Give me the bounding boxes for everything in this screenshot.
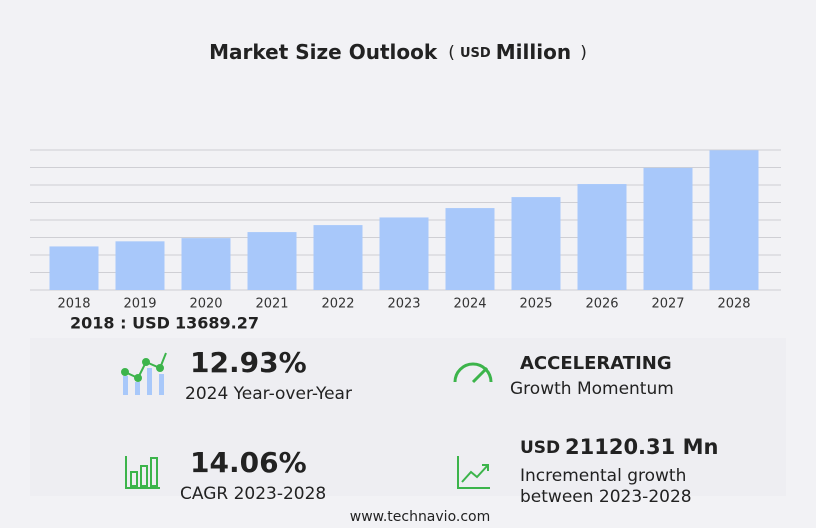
gauge-icon bbox=[453, 362, 493, 384]
yoy-value: 12.93% bbox=[190, 346, 307, 379]
bar bbox=[709, 150, 759, 290]
momentum-label: Growth Momentum bbox=[510, 379, 674, 399]
bar bbox=[379, 217, 429, 290]
x-tick-label: 2021 bbox=[255, 297, 288, 312]
title-unit-name: Million bbox=[496, 40, 571, 64]
x-tick-label: 2022 bbox=[321, 297, 354, 312]
bar bbox=[313, 225, 363, 290]
bar bbox=[115, 241, 165, 290]
title-paren: ( bbox=[448, 43, 455, 63]
x-tick-label: 2027 bbox=[651, 297, 684, 312]
x-tick-label: 2018 bbox=[57, 297, 90, 312]
incremental-label: between 2023-2028 bbox=[520, 487, 692, 507]
cagr-value: 14.06% bbox=[190, 446, 307, 479]
bar bbox=[643, 167, 693, 290]
incremental-icon bbox=[457, 456, 490, 489]
growth-icon bbox=[121, 352, 167, 395]
incremental-value: 21120.31 Mn bbox=[565, 435, 718, 459]
x-tick-label: 2023 bbox=[387, 297, 420, 312]
cagr-label: CAGR 2023-2028 bbox=[180, 484, 326, 504]
x-tick-label: 2026 bbox=[585, 297, 618, 312]
incremental-unit: USD bbox=[520, 438, 560, 458]
base-label: 2018 : USD bbox=[70, 314, 170, 333]
x-tick-label: 2028 bbox=[717, 297, 750, 312]
bar bbox=[49, 246, 99, 290]
footer: www.technavio.com bbox=[350, 509, 491, 525]
plot: 2018 2019 2020 2021 2022 2023 2024 2025 2026 2027… bbox=[30, 149, 781, 312]
momentum-value: ACCELERATING bbox=[520, 353, 672, 374]
bar bbox=[511, 197, 561, 290]
chart-title: Market Size Outlook bbox=[209, 40, 438, 64]
x-tick-label: 2020 bbox=[189, 297, 222, 312]
title-paren: ) bbox=[580, 43, 587, 63]
x-tick-label: 2025 bbox=[519, 297, 552, 312]
bar bbox=[181, 238, 231, 290]
title-unit: USD bbox=[460, 46, 491, 61]
incremental-label: Incremental growth bbox=[520, 466, 686, 486]
bars-icon bbox=[125, 456, 160, 489]
x-tick-label: 2024 bbox=[453, 297, 486, 312]
yoy-label: 2024 Year-over-Year bbox=[185, 384, 352, 404]
base-value: 13689.27 bbox=[175, 314, 259, 333]
bar bbox=[577, 184, 627, 290]
chart-title-group: Market Size Outlook ( USD Million ) bbox=[209, 40, 587, 64]
bar bbox=[445, 208, 495, 290]
bar bbox=[247, 232, 297, 290]
x-tick-label: 2019 bbox=[123, 297, 156, 312]
